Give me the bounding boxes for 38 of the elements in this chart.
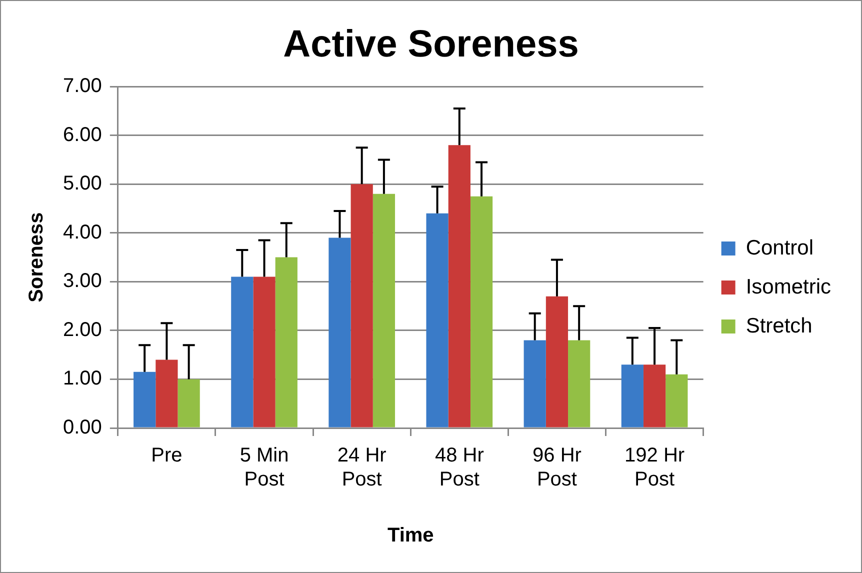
y-tick-label: 5.00 <box>62 172 102 195</box>
bar <box>275 257 298 428</box>
bar <box>666 374 688 428</box>
bar <box>426 213 448 428</box>
bar <box>178 379 200 428</box>
x-tick-label: Pre <box>151 444 182 467</box>
bar <box>568 340 590 428</box>
x-tick-label: 24 Hr Post <box>337 444 387 491</box>
y-tick-label: 7.00 <box>62 75 102 98</box>
bar <box>328 238 351 428</box>
x-axis-title: Time <box>387 524 434 547</box>
bar <box>350 184 373 428</box>
x-tick-label: 192 Hr Post <box>624 444 685 491</box>
bar <box>470 196 493 428</box>
y-axis-title: Soreness <box>26 212 48 302</box>
bar <box>134 372 156 428</box>
bar <box>621 364 644 428</box>
bar <box>643 364 666 428</box>
y-tick-label: 0.00 <box>62 416 102 439</box>
chart-title: Active Soreness <box>283 23 579 66</box>
bar <box>448 145 470 428</box>
x-tick-label: 96 Hr Post <box>532 444 582 491</box>
bar <box>231 276 254 428</box>
y-tick-label: 6.00 <box>62 124 102 146</box>
y-tick-label: 3.00 <box>62 270 102 292</box>
bar <box>156 360 178 428</box>
x-tick-label: 48 Hr Post <box>434 444 484 491</box>
y-tick-label: 1.00 <box>62 368 102 390</box>
x-tick-label: 5 Min Post <box>240 444 289 491</box>
legend-label: Stretch <box>746 314 812 338</box>
y-tick-label: 2.00 <box>62 318 102 341</box>
y-tick-label: 4.00 <box>62 221 102 244</box>
bar <box>524 340 546 428</box>
legend-label: Control <box>746 236 814 260</box>
bar <box>253 276 276 428</box>
bar <box>372 194 396 428</box>
legend-label: Isometric <box>746 275 832 298</box>
bar <box>546 296 568 428</box>
